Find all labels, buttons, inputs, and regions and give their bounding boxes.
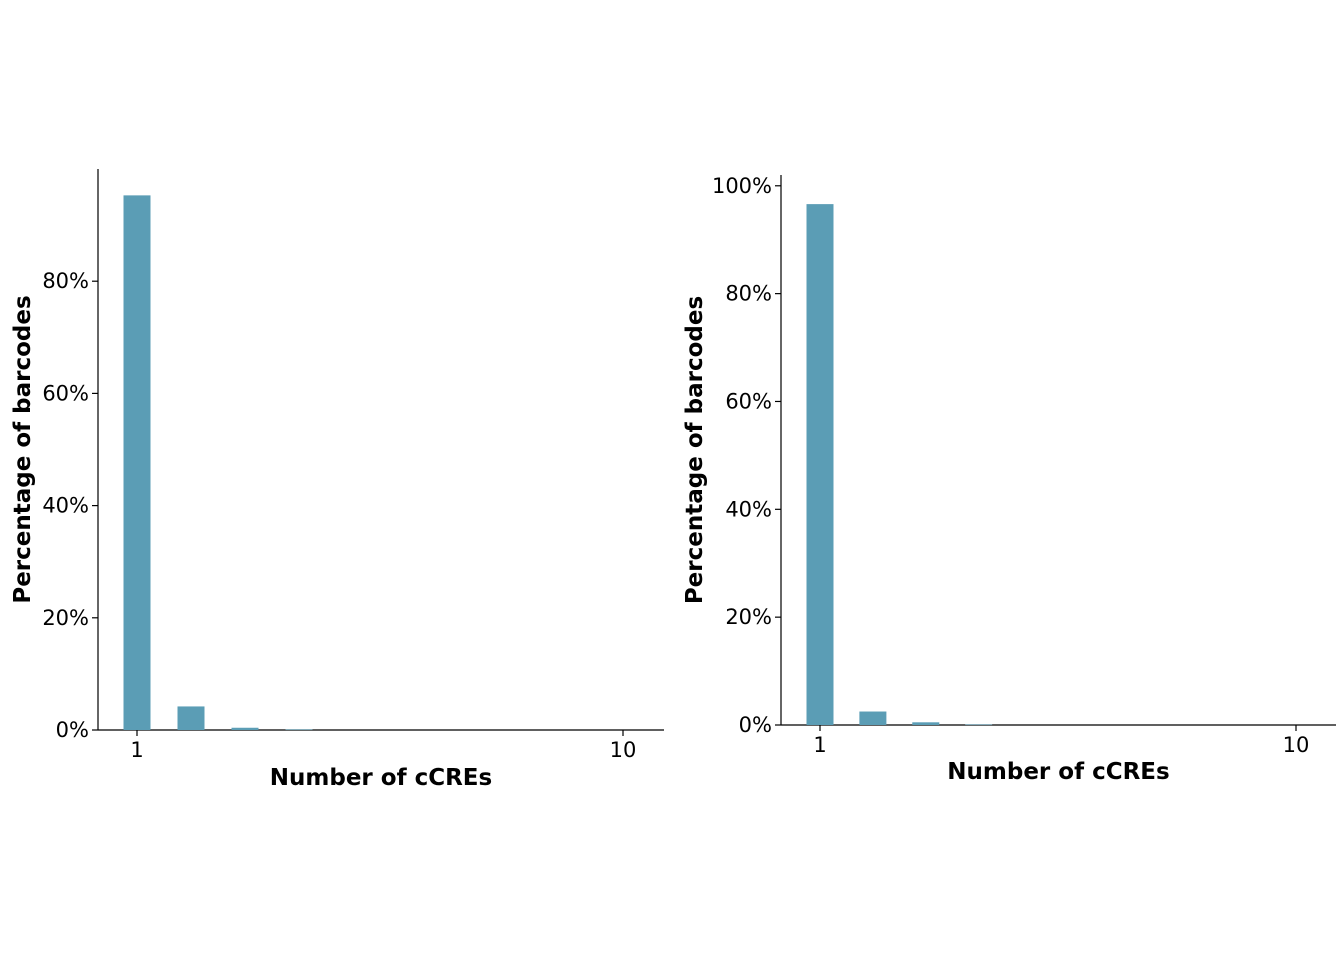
x-tick-label: 1	[813, 733, 826, 757]
x-axis-title: Number of cCREs	[270, 765, 492, 791]
bar-4	[285, 729, 313, 731]
x-tick-label: 1	[130, 738, 143, 762]
y-tick-label: 20%	[725, 605, 772, 629]
left-histogram: 0% 20% 40% 60% 80% 1 10 Number of cCREs Percenta…	[10, 169, 664, 791]
x-tick-label: 10	[1283, 733, 1310, 757]
bar-1	[806, 204, 834, 725]
bar-4	[965, 724, 993, 726]
bar-3	[912, 722, 940, 725]
bar-2	[859, 711, 887, 725]
y-tick-label: 80%	[42, 269, 89, 293]
y-tick-label: 20%	[42, 606, 89, 630]
x-tick-label: 10	[610, 738, 637, 762]
y-tick-label: 40%	[42, 494, 89, 518]
y-tick-label: 100%	[712, 174, 772, 198]
y-tick-label: 60%	[42, 381, 89, 405]
right-histogram: 0% 20% 40% 60% 80% 100% 1 10 Number of cCREs Perc…	[682, 174, 1336, 785]
bar-2	[177, 706, 205, 730]
y-tick-label: 80%	[725, 282, 772, 306]
y-tick-label: 0%	[739, 713, 772, 737]
y-tick-label: 0%	[56, 718, 89, 742]
y-axis-title: Percentage of barcodes	[10, 295, 36, 603]
bar-3	[231, 727, 259, 730]
bar-1	[123, 195, 151, 730]
y-axis-title: Percentage of barcodes	[682, 296, 708, 604]
x-axis-title: Number of cCREs	[947, 759, 1169, 785]
y-tick-label: 40%	[725, 497, 772, 521]
y-tick-label: 60%	[725, 389, 772, 413]
